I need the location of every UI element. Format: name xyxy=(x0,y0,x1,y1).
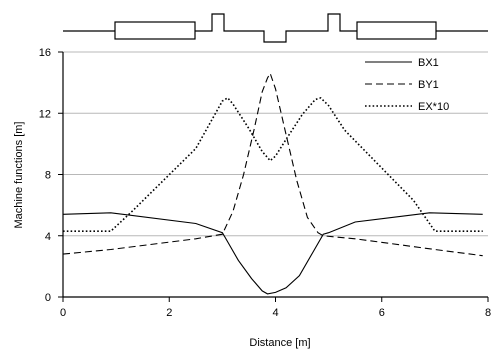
x-tick-labels: 0 2 4 6 8 xyxy=(60,307,491,319)
y-tick-labels: 0 4 8 12 16 xyxy=(39,47,51,304)
x-tick-label-0: 0 xyxy=(60,307,66,319)
legend: BX1 BY1 EX*10 xyxy=(365,57,449,113)
x-tick-label-3: 6 xyxy=(379,307,385,319)
legend-label-1: BY1 xyxy=(418,79,439,91)
x-axis-title: Distance [m] xyxy=(249,337,310,349)
axes xyxy=(58,51,489,302)
y-tick-label-4: 16 xyxy=(39,47,51,59)
y-tick-label-2: 8 xyxy=(45,170,51,182)
x-tick-label-1: 2 xyxy=(166,307,172,319)
lattice-magnet-left xyxy=(114,21,196,40)
series-layer xyxy=(62,72,483,295)
series-line-by1 xyxy=(62,72,483,257)
series-line-bx1 xyxy=(62,212,483,295)
y-tick-label-3: 12 xyxy=(39,108,51,120)
x-tick-label-2: 4 xyxy=(272,307,278,319)
y-tick-label-1: 4 xyxy=(45,231,51,243)
legend-label-2: EX*10 xyxy=(418,101,449,113)
y-tick-label-0: 0 xyxy=(45,292,51,304)
lattice-baseline xyxy=(63,13,488,43)
grid-lines xyxy=(63,51,488,237)
legend-label-0: BX1 xyxy=(418,57,439,69)
x-tick-label-4: 8 xyxy=(485,307,491,319)
lattice-schematic xyxy=(63,13,488,43)
y-axis-title: Machine functions [m] xyxy=(13,122,25,229)
lattice-magnet-right xyxy=(356,21,437,40)
series-line-ex-10 xyxy=(63,96,483,232)
